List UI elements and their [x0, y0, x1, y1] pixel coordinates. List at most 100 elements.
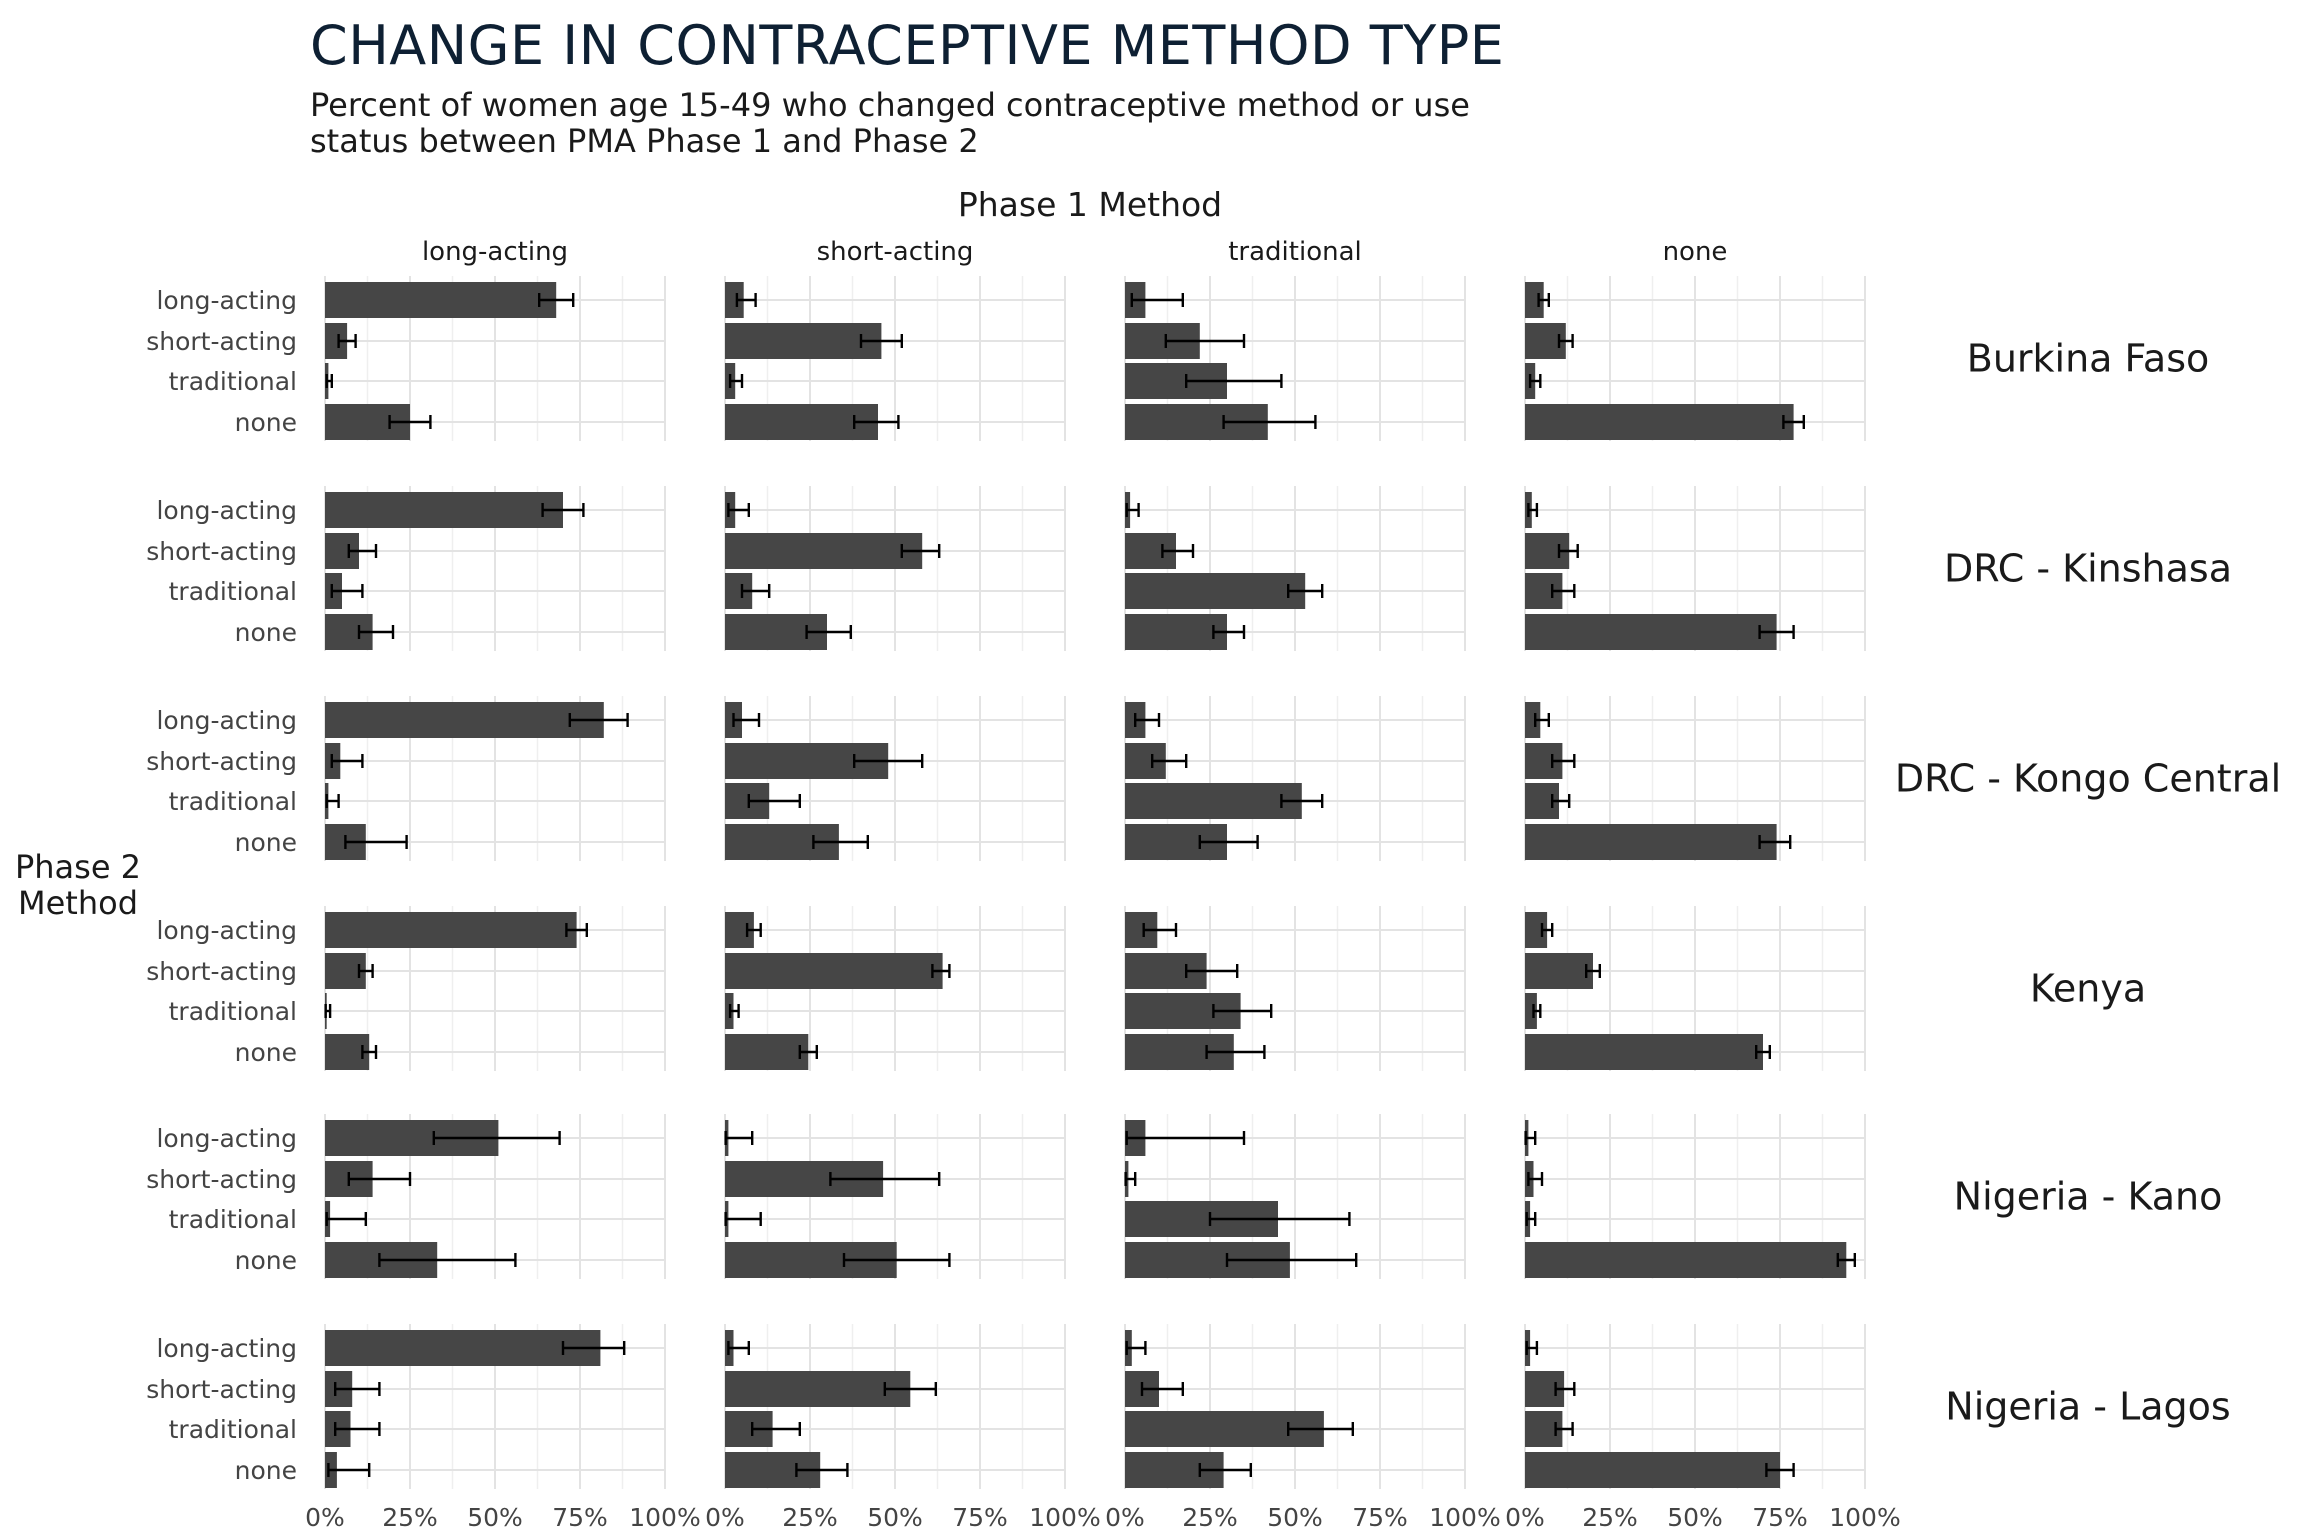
- error-bar-long-acting: [1133, 713, 1161, 727]
- error-bar-none: [361, 1045, 378, 1059]
- bar-long-acting: [325, 492, 563, 528]
- error-bar-long-acting: [1540, 923, 1554, 937]
- y-tick-label-long-acting: long-acting: [156, 1334, 297, 1363]
- bar-short-acting: [725, 953, 943, 989]
- error-bar-none: [357, 625, 395, 639]
- bar-long-acting: [325, 912, 577, 948]
- row-label-kenya: Kenya: [2030, 967, 2146, 1011]
- y-tick-label-traditional: traditional: [169, 577, 297, 606]
- column-label-long-acting: long-acting: [422, 237, 568, 267]
- bar-long-acting: [1525, 282, 1544, 318]
- panel-kenya-short-acting: [724, 906, 1066, 1071]
- error-bar-long-acting: [1142, 923, 1178, 937]
- error-bar-short-acting: [853, 754, 924, 768]
- error-bar-long-acting: [1125, 1341, 1147, 1355]
- error-bar-traditional: [1528, 374, 1542, 388]
- error-bar-none: [378, 1253, 517, 1267]
- error-bar-none: [842, 1253, 951, 1267]
- bar-long-acting: [1525, 912, 1548, 948]
- bar-none: [1125, 614, 1227, 650]
- bar-none: [725, 404, 878, 440]
- error-bar-none: [798, 1045, 818, 1059]
- error-bar-none: [388, 415, 432, 429]
- y-tick-label-traditional: traditional: [169, 1415, 297, 1444]
- x-tick-label: 100%: [1429, 1503, 1500, 1532]
- y-tick-label-short-acting: short-acting: [146, 537, 297, 566]
- error-bar-none: [1205, 1045, 1266, 1059]
- x-tick-label: 25%: [1582, 1503, 1638, 1532]
- error-bar-none: [853, 415, 900, 429]
- bar-none: [725, 1034, 809, 1070]
- error-bar-traditional: [325, 374, 333, 388]
- error-bar-long-acting: [732, 713, 761, 727]
- error-bar-none: [327, 1463, 371, 1477]
- y-tick-label-short-acting: short-acting: [146, 1375, 297, 1404]
- x-tick-label: 0%: [305, 1503, 345, 1532]
- x-tick-label: 50%: [1667, 1503, 1723, 1532]
- y-tick-label-long-acting: long-acting: [156, 496, 297, 525]
- error-bar-long-acting: [432, 1131, 561, 1145]
- error-bar-traditional: [1550, 794, 1571, 808]
- row-label-nigeria-kano: Nigeria - Kano: [1954, 1175, 2223, 1219]
- y-tick-label-none: none: [235, 408, 297, 437]
- panel-kenya-traditional: [1124, 906, 1466, 1071]
- bar-none: [1525, 1452, 1780, 1488]
- error-bar-long-acting: [541, 503, 585, 517]
- bar-none: [1525, 1242, 1847, 1278]
- x-tick-label: 100%: [629, 1503, 700, 1532]
- x-tick-label: 75%: [1352, 1503, 1408, 1532]
- error-bar-long-acting: [1130, 293, 1185, 307]
- error-bar-short-acting: [357, 964, 374, 978]
- error-bar-none: [1198, 1463, 1253, 1477]
- error-bar-long-acting: [1125, 503, 1140, 517]
- chart-title: CHANGE IN CONTRACEPTIVE METHOD TYPE: [310, 14, 1504, 77]
- y-tick-label-none: none: [235, 618, 297, 647]
- panel-kenya-none: [1524, 906, 1866, 1071]
- x-tick-label: 25%: [1182, 1503, 1238, 1532]
- error-bar-short-acting: [1557, 334, 1574, 348]
- y-tick-label-none: none: [235, 1246, 297, 1275]
- error-bar-none: [805, 625, 852, 639]
- error-bar-traditional: [1550, 584, 1576, 598]
- panel-burkina-faso-long-acting: long-acting short-acting traditional none: [146, 276, 666, 441]
- panel-burkina-faso-short-acting: [724, 276, 1066, 441]
- error-bar-short-acting: [829, 1172, 941, 1186]
- error-bar-none: [1782, 415, 1806, 429]
- y-tick-label-none: none: [235, 1456, 297, 1485]
- panel-burkina-faso-traditional: [1124, 276, 1466, 441]
- bar-traditional: [1125, 573, 1306, 609]
- error-bar-traditional: [740, 584, 771, 598]
- error-bar-traditional: [330, 584, 364, 598]
- error-bar-traditional: [724, 1212, 762, 1226]
- error-bar-short-acting: [337, 334, 357, 348]
- panel-nigeria-kano-long-acting: long-acting short-acting traditional none: [146, 1114, 666, 1279]
- panel-kenya-long-acting: long-acting short-acting traditional none: [146, 906, 666, 1071]
- bar-none: [1525, 824, 1777, 860]
- bar-none: [1525, 614, 1777, 650]
- y-tick-label-traditional: traditional: [169, 787, 297, 816]
- y-tick-label-traditional: traditional: [169, 367, 297, 396]
- chart-subtitle-line-1: Percent of women age 15-49 who changed c…: [310, 86, 1470, 124]
- error-bar-long-acting: [1524, 1131, 1537, 1145]
- error-bar-short-acting: [334, 1382, 381, 1396]
- error-bar-traditional: [324, 1004, 332, 1018]
- error-bar-none: [344, 835, 408, 849]
- row-label-drc-kongo-central: DRC - Kongo Central: [1895, 757, 2281, 801]
- error-bar-none: [1212, 625, 1246, 639]
- error-bar-none: [1198, 835, 1259, 849]
- panel-drc-kinshasa-traditional: [1124, 486, 1466, 651]
- error-bar-short-acting: [1557, 544, 1579, 558]
- error-bar-traditional: [1286, 584, 1324, 598]
- y-tick-label-short-acting: short-acting: [146, 327, 297, 356]
- y-tick-label-short-acting: short-acting: [146, 957, 297, 986]
- bar-long-acting: [325, 282, 557, 318]
- bar-long-acting: [1525, 702, 1541, 738]
- y-tick-label-long-acting: long-acting: [156, 916, 297, 945]
- error-bar-none: [795, 1463, 849, 1477]
- error-bar-none: [1225, 1253, 1358, 1267]
- error-bar-traditional: [325, 794, 340, 808]
- x-tick-label: 75%: [1752, 1503, 1808, 1532]
- x-tick-label: 75%: [552, 1503, 608, 1532]
- panel-nigeria-kano-short-acting: [724, 1114, 1066, 1279]
